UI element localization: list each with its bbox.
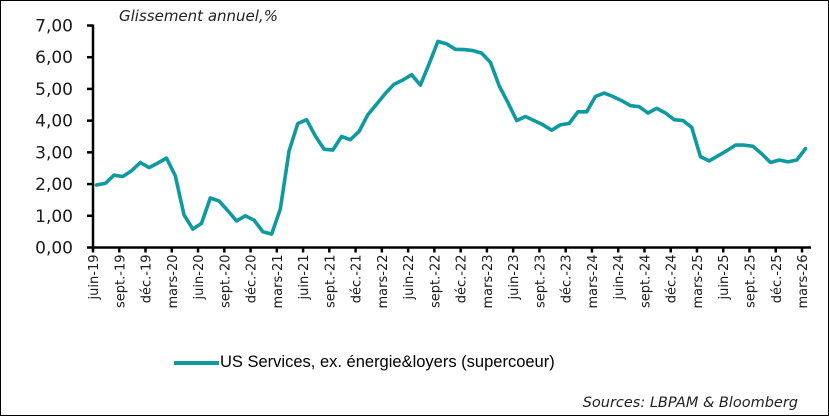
x-tick-label: mars-26 — [796, 255, 811, 309]
x-tick-label: juin-19 — [87, 255, 102, 301]
x-tick-label: sept.-24 — [638, 255, 653, 309]
x-tick-label: mars-22 — [376, 255, 391, 309]
x-tick-label: mars-24 — [586, 255, 601, 309]
x-tick-label: mars-23 — [481, 255, 496, 309]
legend-label: US Services, ex. énergie&loyers (superco… — [220, 353, 555, 371]
series-line — [94, 39, 808, 236]
y-tick-label: 6,00 — [35, 48, 73, 68]
y-tick-label: 3,00 — [35, 143, 73, 163]
legend: US Services, ex. énergie&loyers (superco… — [174, 353, 555, 372]
x-tick-label: déc.-22 — [455, 255, 470, 304]
y-tick-label: 7,00 — [35, 17, 73, 37]
x-tick-label: juin-25 — [717, 255, 732, 301]
legend-line-swatch-icon — [174, 360, 219, 365]
chart-subtitle: Glissement annuel,% — [119, 7, 278, 25]
y-tick-label: 4,00 — [35, 112, 73, 132]
x-tick-label: mars-21 — [271, 255, 286, 309]
x-tick-label: sept.-25 — [744, 255, 759, 309]
x-tick-label: juin-21 — [297, 255, 312, 301]
x-tick-label: mars-20 — [166, 255, 181, 309]
y-tick-label: 5,00 — [35, 80, 73, 100]
x-tick-label: sept.-21 — [323, 255, 338, 309]
x-tick-label: déc.-23 — [560, 255, 575, 304]
x-tick-label: déc.-25 — [770, 255, 785, 304]
x-tick-label: sept.-19 — [113, 255, 128, 309]
y-axis: 0,00 1,00 2,00 3,00 4,00 5,00 6,00 7,00 — [35, 17, 95, 259]
y-tick-label: 0,00 — [35, 239, 73, 259]
x-tick-label: mars-25 — [691, 255, 706, 309]
x-tick-label: juin-24 — [612, 255, 627, 301]
y-tick-label: 1,00 — [35, 207, 73, 227]
x-tick-label: sept.-23 — [533, 255, 548, 309]
x-tick-label: déc.-21 — [350, 255, 365, 304]
x-tick-label: déc.-19 — [140, 255, 155, 304]
x-tick-label: juin-23 — [507, 255, 522, 301]
x-tick-label: sept.-22 — [428, 255, 443, 309]
source-note: Sources: LBPAM & Bloomberg — [582, 395, 798, 411]
x-tick-label: juin-20 — [192, 255, 207, 301]
x-tick-label: déc.-24 — [665, 255, 680, 304]
x-tick-label: sept.-20 — [218, 255, 233, 309]
x-axis: juin-19 sept.-19 déc.-19 mars-20 juin-20 sept… — [87, 246, 811, 309]
x-tick-label: juin-22 — [402, 255, 417, 301]
x-tick-label: déc.-20 — [245, 255, 260, 304]
y-tick-label: 2,00 — [35, 175, 73, 195]
